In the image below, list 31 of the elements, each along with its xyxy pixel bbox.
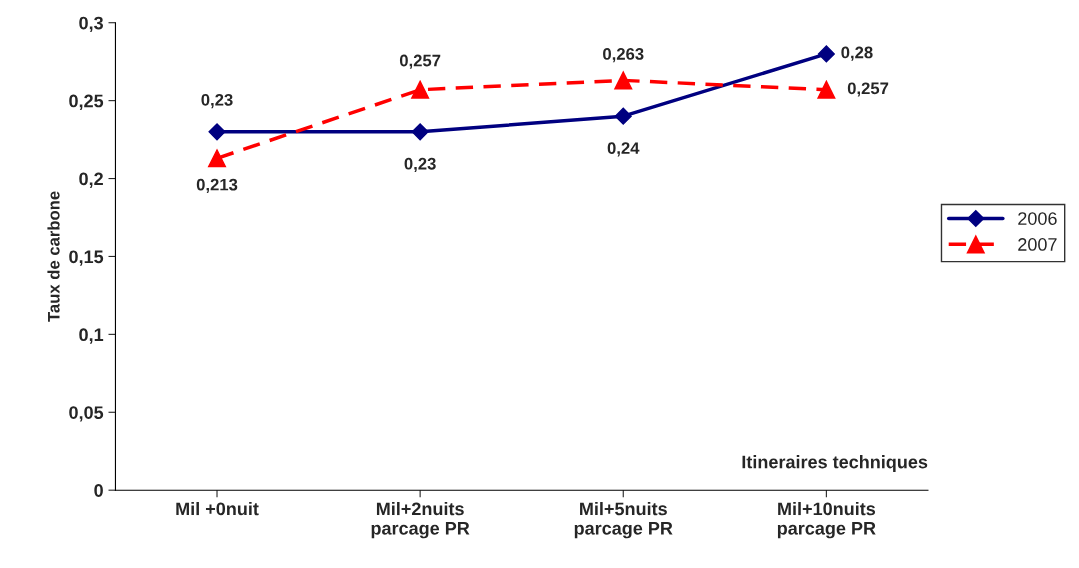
point — [411, 123, 429, 141]
x-tick-label: Mil+5nuits parcage PR — [574, 501, 673, 539]
data-label: 0,257 — [847, 82, 889, 97]
data-label: 0,257 — [399, 54, 441, 69]
point — [817, 45, 835, 63]
data-label: 0,213 — [196, 178, 238, 193]
legend-label: 2006 — [1018, 212, 1057, 225]
y-tick-label: 0,05 — [69, 406, 104, 422]
y-tick-label: 0,1 — [79, 328, 104, 344]
point — [411, 80, 430, 99]
y-axis-title: Taux de carbone — [47, 191, 60, 322]
data-label: 0,23 — [201, 93, 233, 109]
data-label: 0,28 — [841, 46, 873, 61]
y-tick-label: 0,15 — [69, 250, 104, 266]
legend-label: 2007 — [1018, 238, 1057, 251]
data-label: 0,263 — [603, 48, 644, 63]
x-tick-label: Mil +0nuit — [176, 501, 259, 516]
x-tick-label: Mil+10nuits parcage PR — [777, 501, 876, 539]
data-label: 0,23 — [404, 157, 436, 173]
point — [208, 123, 226, 141]
point — [207, 149, 227, 168]
y-tick-label: 0,2 — [79, 172, 103, 188]
point — [614, 107, 632, 125]
point — [614, 71, 633, 90]
y-tick-label: 0,3 — [79, 16, 103, 33]
y-tick-label: 0 — [94, 484, 103, 497]
x-tick-label: Mil+2nuits parcage PR — [371, 501, 470, 539]
y-tick-label: 0,25 — [69, 94, 104, 110]
data-label: 0,24 — [607, 142, 640, 157]
point — [817, 80, 836, 99]
x-axis-title: Itineraires techniques — [742, 455, 928, 472]
